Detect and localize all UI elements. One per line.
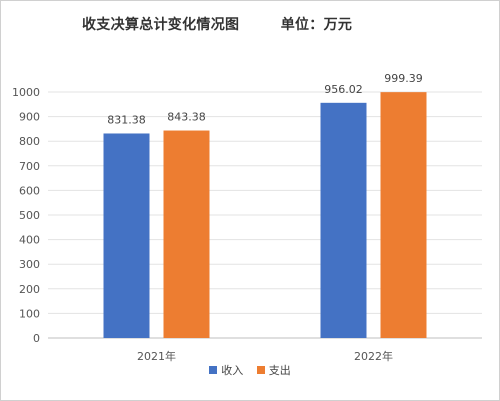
y-axis-ticks: 0 100 200 300 400 500 600 700 800 900 1000: [12, 86, 40, 345]
legend: 收入 支出: [0, 362, 500, 378]
y-tick-label: 0: [33, 332, 40, 345]
x-axis-ticks: 2021年 2022年: [137, 349, 393, 363]
legend-label-income: 收入: [221, 364, 244, 377]
legend-swatch-income: [209, 366, 218, 374]
bar-expense-0: [163, 130, 210, 338]
y-tick-label: 900: [19, 111, 40, 124]
chart-title: 收支决算总计变化情况图 单位：万元: [82, 17, 353, 33]
data-labels: 831.38 843.38 956.02 999.39: [107, 72, 423, 126]
legend-label-expense: 支出: [268, 364, 291, 377]
data-label: 843.38: [167, 111, 206, 124]
y-tick-label: 500: [19, 209, 40, 222]
legend-item-income: 收入: [209, 362, 243, 378]
data-label: 999.39: [384, 72, 423, 85]
data-label: 956.02: [324, 83, 363, 96]
y-tick-label: 300: [19, 258, 40, 271]
y-tick-label: 800: [19, 135, 40, 148]
y-tick-label: 600: [19, 184, 40, 197]
y-tick-label: 100: [19, 307, 40, 320]
bar-income-0: [103, 133, 150, 338]
legend-swatch-expense: [256, 366, 265, 374]
y-tick-label: 200: [19, 283, 40, 296]
y-tick-label: 700: [19, 160, 40, 173]
x-tick-label: 2022年: [354, 349, 393, 363]
legend-item-expense: 支出: [256, 362, 291, 378]
bars: [103, 92, 427, 339]
data-label: 831.38: [107, 113, 146, 126]
x-tick-label: 2021年: [137, 349, 176, 363]
y-tick-label: 1000: [12, 86, 40, 99]
y-tick-label: 400: [19, 234, 40, 247]
bar-expense-1: [380, 92, 427, 339]
bar-income-1: [320, 102, 367, 338]
